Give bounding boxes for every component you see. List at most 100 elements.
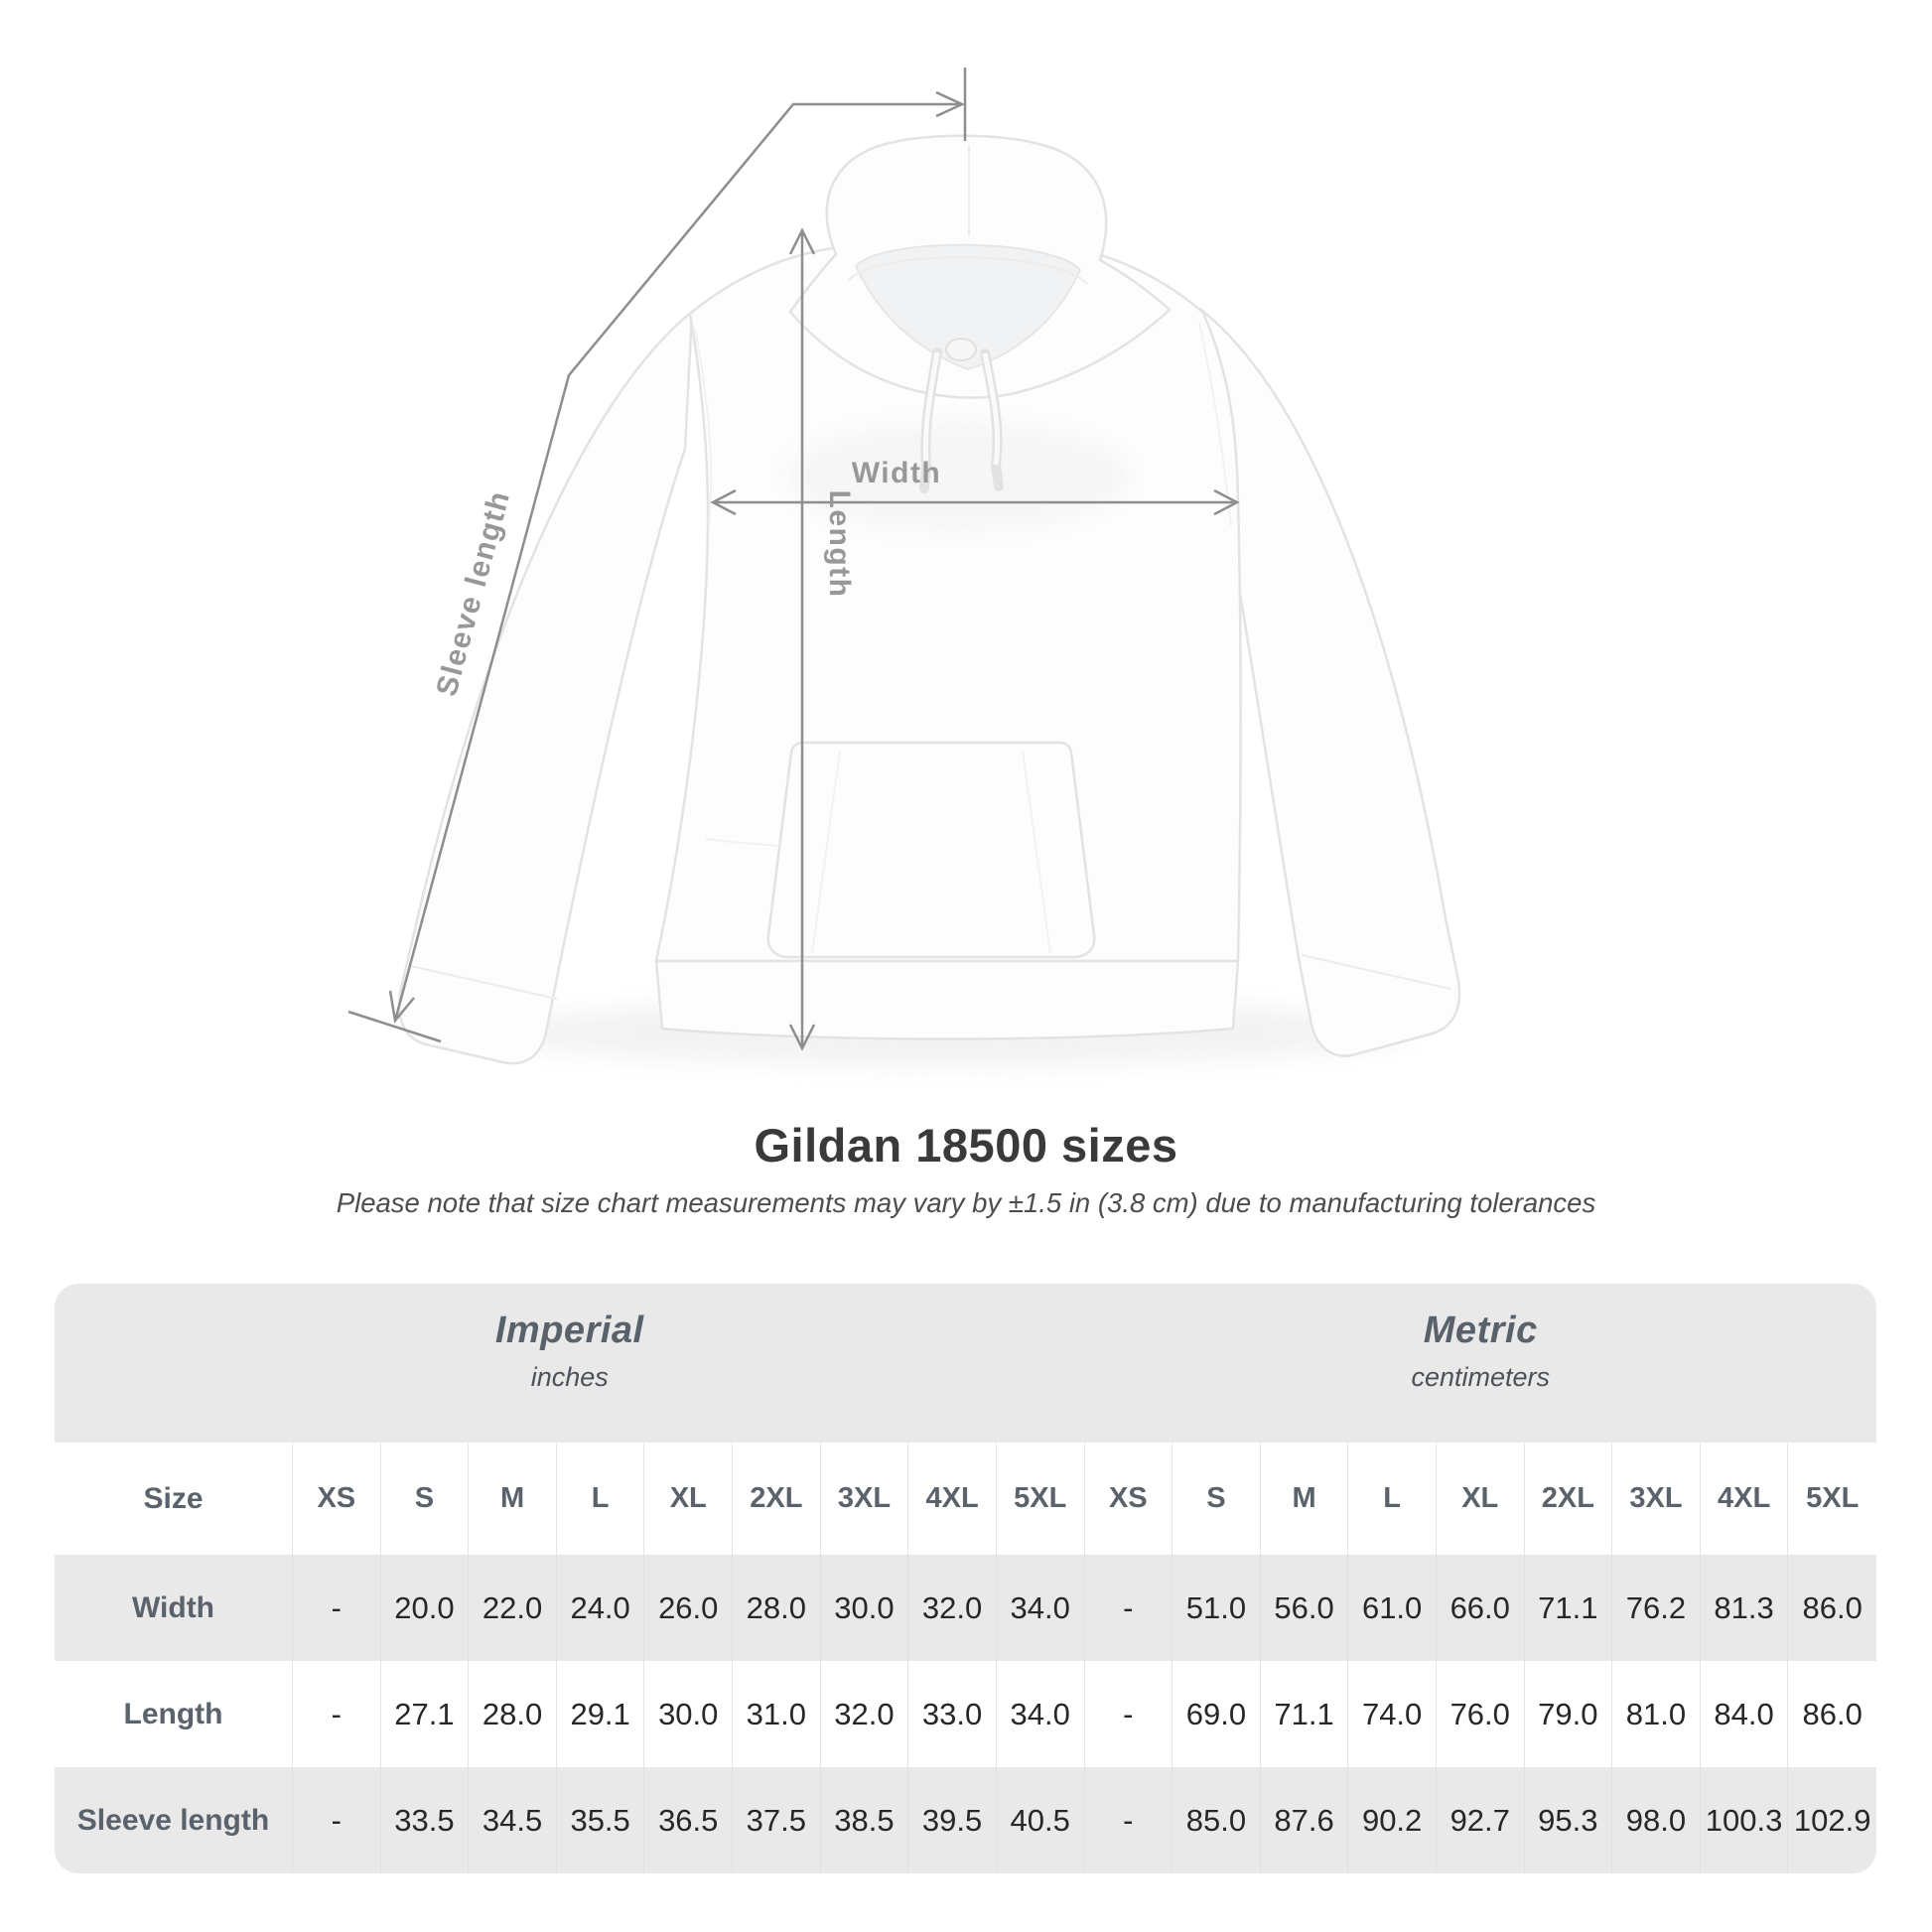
value-cell: 86.0 bbox=[1802, 1589, 1863, 1625]
size-header-metric-l: L bbox=[1348, 1443, 1437, 1555]
size-header-metric-xs: XS bbox=[1084, 1443, 1173, 1555]
imperial-group-title: Imperial bbox=[494, 1310, 644, 1351]
subtitle: Please note that size chart measurements… bbox=[336, 1187, 1596, 1218]
value-cell: 98.0 bbox=[1612, 1767, 1701, 1873]
metric-group-unit: centimeters bbox=[1411, 1362, 1551, 1392]
size-header-metric-5xl: 5XL bbox=[1788, 1443, 1876, 1555]
hood-interior bbox=[854, 243, 1082, 371]
imperial-group-header: Imperial inches bbox=[55, 1284, 1085, 1443]
size-header-imperial-3xl: 3XL bbox=[820, 1443, 909, 1555]
title-block: Gildan 18500 sizes Please note that size… bbox=[0, 1118, 1932, 1219]
hoodie-measurement-diagram: Sleeve length Length Width bbox=[347, 68, 1461, 1066]
value-cell: - bbox=[1084, 1661, 1173, 1767]
value-cell: 66.0 bbox=[1437, 1555, 1525, 1661]
width-arrow bbox=[710, 488, 1240, 516]
value-cell: 92.7 bbox=[1437, 1767, 1525, 1873]
size-column-header: Size bbox=[55, 1443, 293, 1555]
right-armhole-seam bbox=[1198, 322, 1232, 527]
value-cell: 76.0 bbox=[1436, 1661, 1525, 1767]
value-cell: - bbox=[293, 1555, 381, 1661]
value-cell: 100.3 bbox=[1701, 1767, 1789, 1873]
metric-group-title: Metric bbox=[1423, 1310, 1538, 1351]
value-cell: 61.0 bbox=[1348, 1555, 1437, 1661]
value-cell: 85.0 bbox=[1173, 1767, 1261, 1873]
value-cell: 81.0 bbox=[1612, 1661, 1701, 1767]
size-chart-table: Imperial inches Metric centimeters Size X… bbox=[55, 1284, 1876, 1873]
value-cell: 36.5 bbox=[644, 1767, 734, 1873]
left-armhole-seam bbox=[694, 327, 713, 527]
size-header-metric-m: M bbox=[1260, 1443, 1349, 1555]
value-cell: - bbox=[293, 1767, 381, 1873]
value-cell: 22.0 bbox=[469, 1555, 557, 1661]
sleeve-length-arrow bbox=[347, 68, 967, 1043]
value-cell: 69.0 bbox=[1173, 1661, 1261, 1767]
value-cell: 35.5 bbox=[557, 1767, 645, 1873]
size-header-metric-s: S bbox=[1173, 1443, 1261, 1555]
value-cell: 71.1 bbox=[1260, 1661, 1349, 1767]
row-label: Length bbox=[55, 1661, 293, 1767]
value-cell: 28.0 bbox=[733, 1555, 821, 1661]
value-cell: 51.0 bbox=[1173, 1555, 1261, 1661]
size-header-imperial-xs: XS bbox=[293, 1443, 381, 1555]
pocket-left-opening-seam bbox=[811, 750, 841, 954]
value-cell: 102.9 bbox=[1793, 1802, 1871, 1838]
value-cell: 87.6 bbox=[1261, 1767, 1349, 1873]
value-cell: 28.0 bbox=[469, 1661, 557, 1767]
value-cell: 95.3 bbox=[1525, 1767, 1613, 1873]
value-cell: 74.0 bbox=[1348, 1661, 1437, 1767]
width-label: Width bbox=[852, 457, 942, 489]
row-label: Sleeve length bbox=[55, 1767, 293, 1873]
value-cell: 26.0 bbox=[644, 1555, 734, 1661]
value-cell: 81.3 bbox=[1701, 1555, 1789, 1661]
value-cell: 86.0 bbox=[1788, 1661, 1876, 1767]
value-cell: 38.5 bbox=[821, 1767, 909, 1873]
hem-band bbox=[654, 959, 1240, 1040]
value-cell: - bbox=[1085, 1555, 1173, 1661]
value-cell: 37.5 bbox=[733, 1767, 821, 1873]
value-cell: 39.5 bbox=[908, 1767, 997, 1873]
value-cell: - bbox=[1085, 1767, 1173, 1873]
size-header-imperial-2xl: 2XL bbox=[733, 1443, 821, 1555]
value-cell: 24.0 bbox=[557, 1555, 645, 1661]
value-cell: 32.0 bbox=[908, 1555, 997, 1661]
kangaroo-pocket bbox=[766, 741, 1096, 959]
size-header-metric-2xl: 2XL bbox=[1524, 1443, 1613, 1555]
value-cell: 79.0 bbox=[1524, 1661, 1613, 1767]
value-cell: 27.1 bbox=[380, 1661, 470, 1767]
value-cell: 34.5 bbox=[469, 1767, 557, 1873]
size-header-imperial-xl: XL bbox=[644, 1443, 734, 1555]
size-header-imperial-l: L bbox=[556, 1443, 645, 1555]
value-cell: 30.0 bbox=[821, 1555, 909, 1661]
size-header-imperial-m: M bbox=[469, 1443, 557, 1555]
size-header-metric-4xl: 4XL bbox=[1700, 1443, 1789, 1555]
value-cell: 34.0 bbox=[996, 1661, 1085, 1767]
value-cell: 90.2 bbox=[1348, 1767, 1437, 1873]
size-header-imperial-5xl: 5XL bbox=[996, 1443, 1085, 1555]
row-label: Width bbox=[55, 1555, 293, 1661]
hood-rim-seam bbox=[848, 256, 1088, 285]
size-header-imperial-s: S bbox=[380, 1443, 470, 1555]
value-cell: 33.5 bbox=[381, 1767, 470, 1873]
pocket-right-opening-seam bbox=[1022, 750, 1051, 954]
value-cell: 29.1 bbox=[556, 1661, 645, 1767]
value-cell: 34.0 bbox=[997, 1555, 1085, 1661]
value-cell: 30.0 bbox=[644, 1661, 734, 1767]
value-cell: 84.0 bbox=[1700, 1661, 1789, 1767]
left-sleeve bbox=[397, 309, 694, 1065]
value-cell: 76.2 bbox=[1612, 1555, 1701, 1661]
value-cell: 32.0 bbox=[820, 1661, 909, 1767]
value-cell: - bbox=[293, 1661, 381, 1767]
right-sleeve bbox=[1199, 307, 1461, 1057]
page-title: Gildan 18500 sizes bbox=[754, 1119, 1178, 1172]
value-cell: 40.5 bbox=[997, 1767, 1085, 1873]
size-header-metric-3xl: 3XL bbox=[1612, 1443, 1701, 1555]
metric-group-header: Metric centimeters bbox=[1085, 1284, 1877, 1443]
value-cell: 31.0 bbox=[733, 1661, 821, 1767]
length-arrow bbox=[788, 227, 816, 1051]
value-cell: 71.1 bbox=[1525, 1555, 1613, 1661]
size-header-metric-xl: XL bbox=[1436, 1443, 1525, 1555]
value-cell: 33.0 bbox=[908, 1661, 997, 1767]
size-header-imperial-4xl: 4XL bbox=[908, 1443, 997, 1555]
imperial-group-unit: inches bbox=[530, 1362, 609, 1392]
